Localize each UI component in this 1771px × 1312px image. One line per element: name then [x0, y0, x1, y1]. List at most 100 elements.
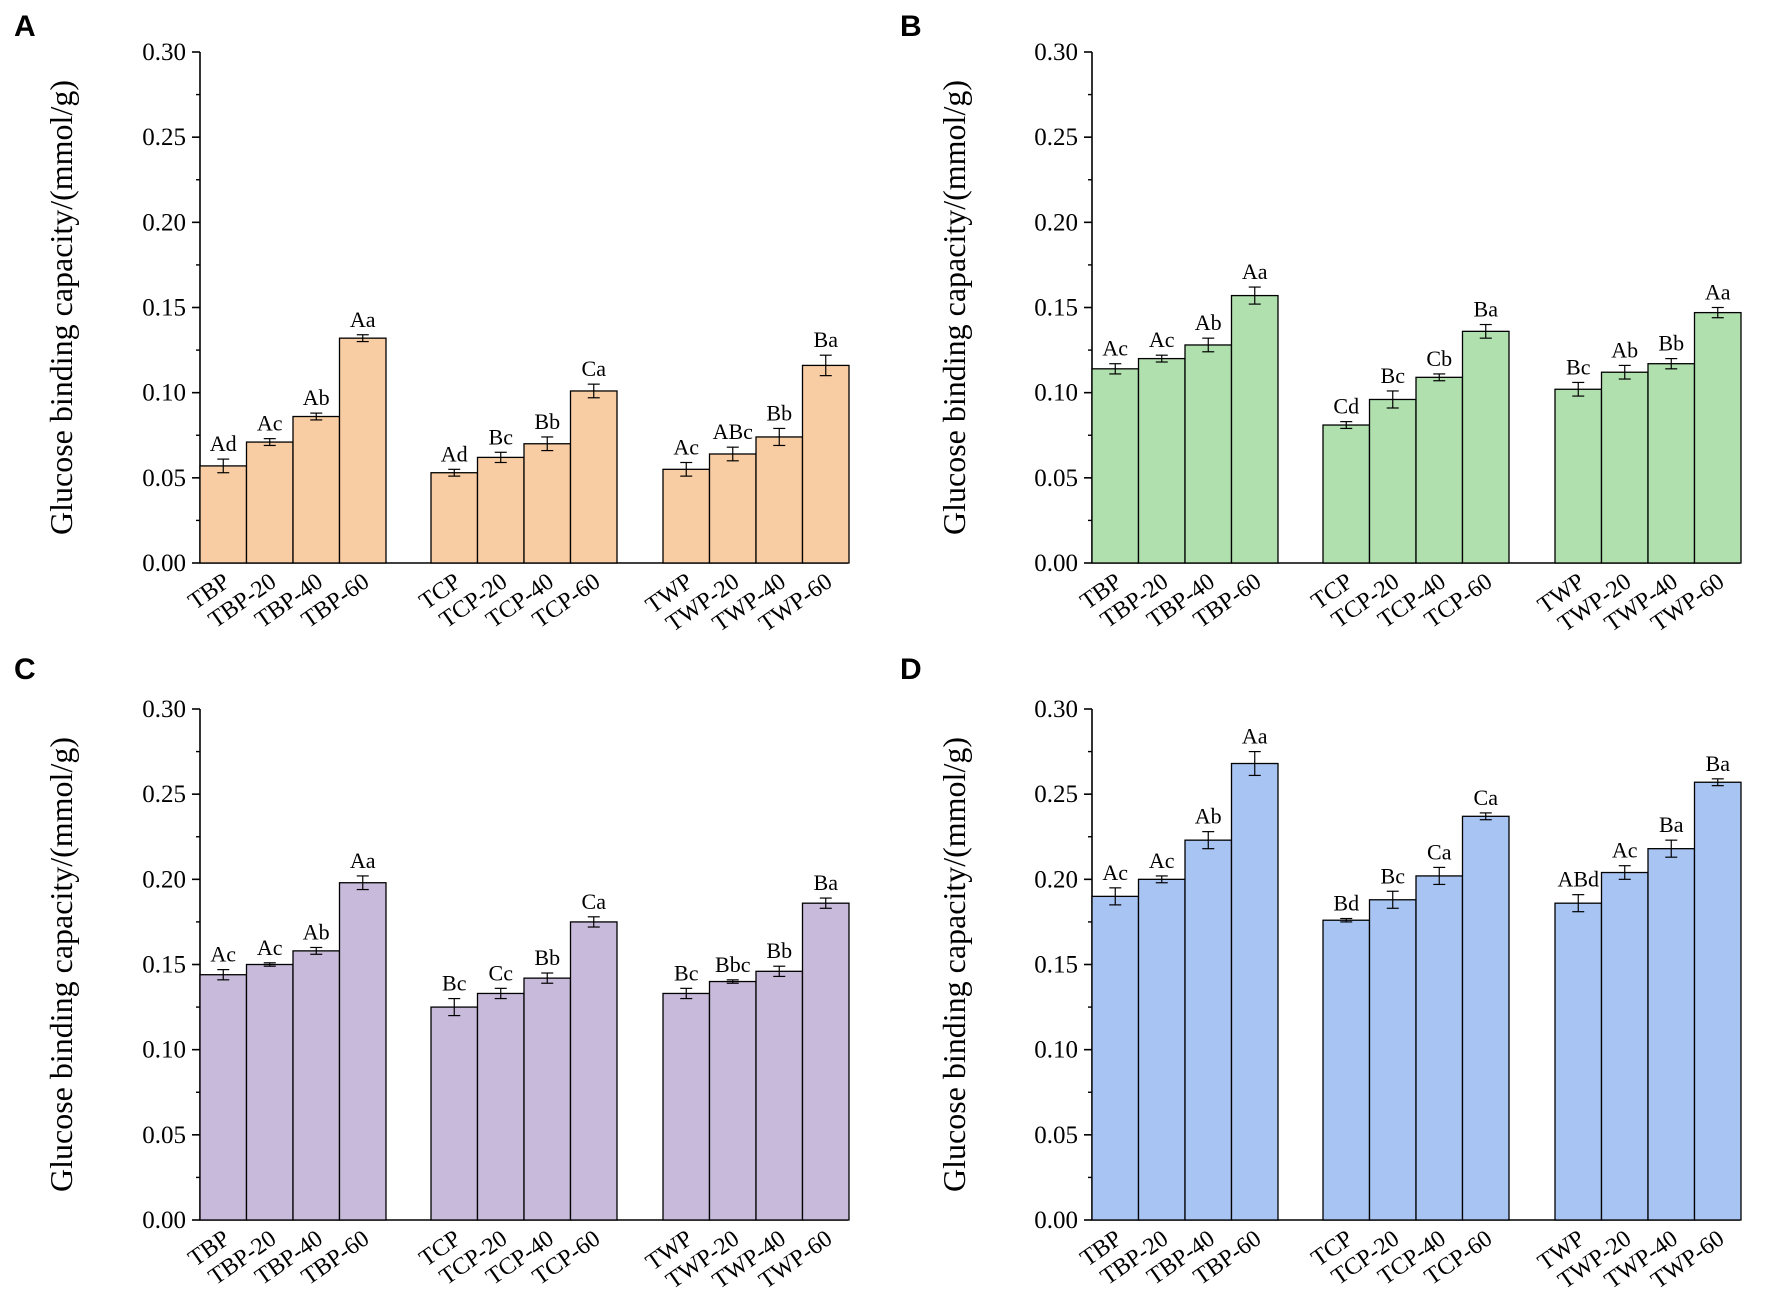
bar-tcp-20: [476, 992, 525, 1221]
bar-twp-60: [801, 902, 850, 1221]
significance-label: Ba: [814, 327, 839, 352]
significance-label: Ab: [1195, 310, 1222, 335]
significance-label: Cb: [1426, 346, 1452, 371]
panel-letter: D: [900, 653, 922, 686]
y-tick-label: 0.15: [142, 952, 186, 979]
significance-label: Aa: [1705, 280, 1731, 305]
bar-tbp: [1091, 895, 1140, 1221]
significance-label: Ac: [673, 435, 699, 460]
bar-tcp: [430, 1006, 479, 1221]
bar-tbp-20: [1137, 357, 1186, 564]
bar-twp-40: [1647, 363, 1696, 564]
y-tick-label: 0.20: [142, 866, 186, 893]
significance-label: Ba: [814, 870, 839, 895]
bar-tbp-20: [1137, 878, 1186, 1221]
bar-twp-40: [755, 970, 804, 1221]
significance-label: Cc: [489, 960, 514, 985]
bar-tcp: [1322, 919, 1371, 1221]
bar-tbp: [199, 974, 248, 1221]
bar-tbp-40: [292, 415, 341, 564]
significance-label: Aa: [1242, 724, 1268, 749]
bar-twp-40: [1647, 848, 1696, 1221]
y-tick-label: 0.30: [142, 696, 186, 723]
significance-label: Bc: [1381, 363, 1406, 388]
significance-label: Ba: [1706, 751, 1731, 776]
bar-tbp-40: [1184, 344, 1233, 564]
significance-label: Ab: [303, 385, 330, 410]
y-tick-label: 0.05: [142, 1122, 186, 1149]
significance-label: Bc: [442, 971, 467, 996]
chart-panel-b: B Glucose binding capacity/(mmol/g) 0.00 0.…: [900, 10, 1742, 637]
significance-label: Ac: [1102, 860, 1128, 885]
y-tick-label: 0.15: [142, 295, 186, 322]
panel-letter: A: [14, 10, 36, 43]
y-tick-label: 0.25: [1034, 124, 1078, 151]
significance-label: Bc: [674, 960, 699, 985]
bar-twp: [1554, 902, 1603, 1221]
significance-label: Bbc: [715, 952, 751, 977]
y-tick-label: 0.00: [142, 1207, 186, 1234]
bar-tcp-60: [1461, 330, 1510, 564]
bar-twp-60: [1693, 781, 1742, 1221]
bar-tcp-40: [523, 443, 572, 564]
significance-label: ABd: [1557, 867, 1599, 892]
bar-twp: [662, 468, 711, 564]
bar-tbp-60: [1230, 294, 1279, 564]
y-axis-label: Glucose binding capacity/(mmol/g): [43, 737, 79, 1192]
bar-tbp-20: [245, 963, 294, 1221]
bar-twp-20: [1600, 371, 1649, 564]
y-tick-label: 0.05: [142, 465, 186, 492]
y-tick-label: 0.00: [1034, 550, 1078, 577]
significance-label: Ac: [257, 411, 283, 436]
y-tick-label: 0.10: [142, 380, 186, 407]
significance-label: Cd: [1333, 394, 1359, 419]
significance-label: Ab: [1611, 337, 1638, 362]
y-axis-label: Glucose binding capacity/(mmol/g): [936, 737, 972, 1192]
chart-panel-c: C Glucose binding capacity/(mmol/g) 0.00 0.…: [14, 653, 850, 1294]
bar-tcp-20: [1368, 899, 1417, 1221]
bar-twp-40: [755, 436, 804, 564]
y-axis-label: Glucose binding capacity/(mmol/g): [936, 80, 972, 535]
y-tick-label: 0.10: [1034, 1037, 1078, 1064]
y-tick-label: 0.15: [1034, 952, 1078, 979]
bar-twp-20: [1600, 871, 1649, 1221]
y-tick-label: 0.25: [1034, 781, 1078, 808]
significance-label: Bd: [1333, 891, 1359, 916]
bar-tbp-60: [338, 337, 387, 564]
bar-twp-60: [801, 364, 850, 564]
bar-tcp-20: [476, 456, 525, 564]
significance-label: Bb: [766, 938, 792, 963]
significance-label: Ca: [1474, 785, 1499, 810]
significance-label: Bc: [1566, 354, 1591, 379]
significance-label: ABc: [713, 419, 754, 444]
y-tick-label: 0.25: [142, 781, 186, 808]
y-tick-label: 0.05: [1034, 1122, 1078, 1149]
bar-tbp: [199, 465, 248, 564]
bar-twp-60: [1693, 311, 1742, 564]
y-tick-label: 0.30: [1034, 696, 1078, 723]
significance-label: Ca: [582, 889, 607, 914]
significance-label: Ca: [582, 356, 607, 381]
bar-twp: [1554, 388, 1603, 564]
bar-tbp-60: [338, 882, 387, 1221]
significance-label: Ba: [1659, 812, 1684, 837]
significance-label: Bc: [489, 424, 514, 449]
y-tick-label: 0.10: [1034, 380, 1078, 407]
bar-tcp-40: [523, 977, 572, 1221]
bar-tbp-40: [1184, 839, 1233, 1221]
significance-label: Ac: [1102, 336, 1128, 361]
y-tick-label: 0.20: [1034, 209, 1078, 236]
bar-tbp-20: [245, 441, 294, 564]
y-tick-label: 0.00: [1034, 1207, 1078, 1234]
significance-label: Bb: [534, 945, 560, 970]
significance-label: Bc: [1381, 863, 1406, 888]
chart-panel-a: A Glucose binding capacity/(mmol/g) 0.00 0.…: [14, 10, 850, 637]
y-tick-label: 0.25: [142, 124, 186, 151]
y-axis-label: Glucose binding capacity/(mmol/g): [43, 80, 79, 535]
bar-tcp-40: [1415, 376, 1464, 564]
significance-label: Ac: [257, 935, 283, 960]
panel-letter: B: [900, 10, 922, 43]
bar-tcp-60: [569, 921, 618, 1221]
significance-label: Ad: [210, 431, 237, 456]
